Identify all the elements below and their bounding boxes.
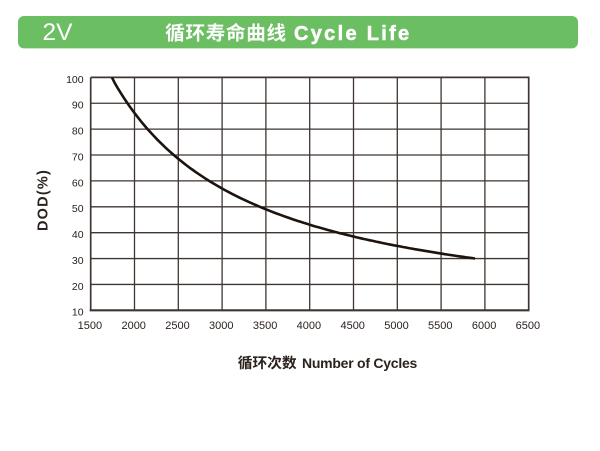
svg-text:70: 70 (72, 151, 84, 163)
svg-text:10: 10 (72, 307, 84, 319)
svg-text:50: 50 (72, 203, 84, 215)
svg-text:60: 60 (72, 177, 84, 189)
svg-text:Number of Cycles: Number of Cycles (302, 355, 417, 371)
svg-text:30: 30 (72, 255, 84, 267)
svg-text:3000: 3000 (209, 320, 233, 332)
svg-text:20: 20 (72, 281, 84, 293)
svg-text:4000: 4000 (297, 320, 321, 332)
svg-text:6500: 6500 (516, 320, 540, 332)
svg-text:5500: 5500 (428, 320, 452, 332)
svg-text:3500: 3500 (253, 320, 277, 332)
svg-text:2500: 2500 (165, 320, 189, 332)
svg-text:4500: 4500 (340, 320, 364, 332)
svg-text:80: 80 (72, 126, 84, 138)
svg-text:90: 90 (72, 100, 84, 112)
svg-text:DOD(%): DOD(%) (36, 169, 52, 231)
svg-text:1500: 1500 (78, 320, 102, 332)
svg-text:100: 100 (66, 74, 84, 86)
svg-text:5000: 5000 (384, 320, 408, 332)
svg-text:6000: 6000 (472, 320, 496, 332)
svg-text:2000: 2000 (121, 320, 145, 332)
svg-text:2V: 2V (43, 19, 74, 46)
svg-text:40: 40 (72, 229, 84, 241)
svg-text:Cycle Life: Cycle Life (294, 23, 411, 45)
